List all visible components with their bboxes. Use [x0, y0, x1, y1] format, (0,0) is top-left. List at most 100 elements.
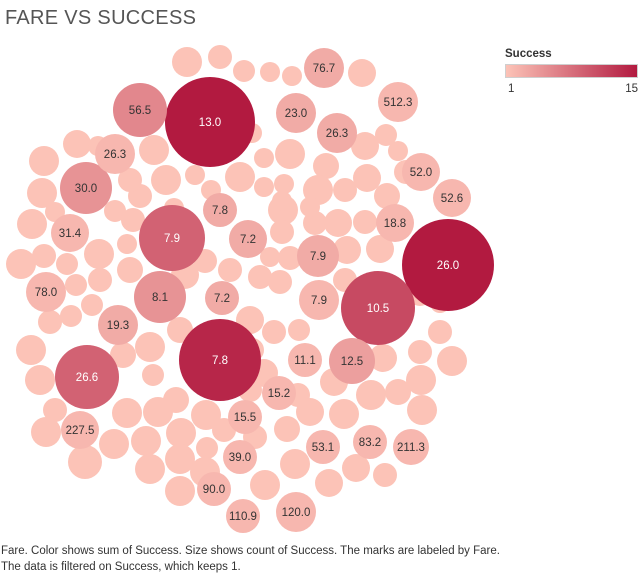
bubble-unlabeled: [81, 294, 103, 316]
bubble-label: 52.6: [441, 193, 463, 205]
bubble-unlabeled: [166, 418, 196, 448]
bubble-unlabeled: [29, 146, 59, 176]
packed-bubble-chart: 13.0 26.0 7.8 10.5 7.9 26.6 56.5 30.0 8.1 12.5 7.9…: [6, 45, 494, 533]
bubble-label: 31.4: [59, 228, 82, 240]
bubble-label: 211.3: [397, 442, 425, 454]
bubble-unlabeled: [388, 141, 408, 161]
bubble-label: 18.8: [384, 218, 406, 230]
legend-color-ramp: [505, 64, 638, 78]
legend-min-label: 1: [508, 83, 515, 95]
bubble: [26, 272, 66, 312]
bubble-label: 83.2: [359, 437, 381, 449]
bubble-unlabeled: [135, 454, 165, 484]
chart-title: FARE VS SUCCESS: [5, 7, 197, 29]
bubble-unlabeled: [356, 380, 386, 410]
bubble-unlabeled: [63, 130, 91, 158]
bubble-unlabeled: [32, 244, 56, 268]
bubble: [61, 411, 99, 449]
bubble-label: 56.5: [129, 105, 151, 117]
bubble-unlabeled: [369, 344, 397, 372]
bubble-unlabeled: [218, 258, 242, 282]
bubble-unlabeled: [333, 236, 361, 264]
bubble-unlabeled: [303, 211, 327, 235]
bubble-unlabeled: [373, 463, 397, 487]
bubble-label: 39.0: [229, 452, 251, 464]
bubble-unlabeled: [385, 379, 411, 405]
bubble-unlabeled: [17, 209, 47, 239]
bubble-unlabeled: [165, 476, 195, 506]
bubble-unlabeled: [56, 253, 78, 275]
bubble-unlabeled: [272, 191, 292, 211]
bubble-unlabeled: [99, 429, 129, 459]
bubble-unlabeled: [274, 174, 294, 194]
bubble-unlabeled: [366, 235, 394, 263]
bubble-unlabeled: [143, 397, 173, 427]
bubble-unlabeled: [270, 220, 294, 244]
bubble-unlabeled: [250, 470, 280, 500]
bubble-label: 110.9: [229, 511, 257, 523]
bubble: [197, 472, 231, 506]
bubble-unlabeled: [16, 335, 46, 365]
bubble-unlabeled: [348, 59, 376, 87]
bubble-unlabeled: [191, 400, 221, 430]
bubble-unlabeled: [131, 426, 161, 456]
bubble-unlabeled: [31, 417, 61, 447]
bubble: [276, 93, 316, 133]
bubble-label: 76.7: [313, 63, 335, 75]
bubble-unlabeled: [117, 234, 137, 254]
bubble: [205, 281, 239, 315]
bubble-label: 7.9: [310, 251, 326, 263]
bubble-label: 7.2: [240, 234, 256, 246]
bubble: [378, 82, 418, 122]
bubble: [402, 153, 440, 191]
bubble-unlabeled: [408, 340, 432, 364]
bubble: [304, 48, 344, 88]
bubble-unlabeled: [104, 200, 126, 222]
bubble-unlabeled: [262, 320, 286, 344]
bubble-unlabeled: [268, 270, 292, 294]
bubble: [60, 162, 112, 214]
bubble-label: 26.6: [76, 372, 98, 384]
bubble-label: 90.0: [203, 484, 225, 496]
bubble-unlabeled: [254, 177, 274, 197]
bubble-label: 7.8: [212, 355, 228, 367]
bubble-label: 26.3: [104, 149, 126, 161]
bubble-label: 11.1: [294, 355, 316, 367]
bubble-unlabeled: [135, 332, 165, 362]
bubble-unlabeled: [313, 153, 339, 179]
legend-title: Success: [505, 48, 552, 60]
bubble-unlabeled: [165, 444, 195, 474]
bubble-label: 23.0: [285, 108, 307, 120]
bubble-unlabeled: [185, 165, 205, 185]
bubble: [353, 425, 387, 459]
bubble-label: 7.9: [164, 233, 180, 245]
bubble: [393, 429, 429, 465]
bubble-unlabeled: [38, 310, 62, 334]
bubble: [433, 179, 471, 217]
bubble: [299, 280, 339, 320]
bubble-unlabeled: [110, 342, 136, 368]
bubble-label: 53.1: [312, 442, 334, 454]
bubble-unlabeled: [88, 268, 112, 292]
bubble-unlabeled: [6, 249, 36, 279]
bubble-label: 7.9: [311, 295, 327, 307]
bubble-label: 26.0: [437, 260, 459, 272]
bubble-unlabeled: [233, 60, 255, 82]
bubble-unlabeled: [437, 346, 467, 376]
bubble-label: 8.1: [152, 292, 168, 304]
bubble-unlabeled: [142, 364, 164, 386]
bubble: [203, 193, 237, 227]
bubble: [134, 271, 186, 323]
bubble: [226, 499, 260, 533]
bubble: [341, 271, 415, 345]
bubble: [229, 220, 267, 258]
bubble-unlabeled: [374, 183, 400, 209]
bubble-unlabeled: [407, 395, 437, 425]
bubble: [317, 113, 357, 153]
bubble-label: 30.0: [75, 183, 97, 195]
bubble-label: 19.3: [107, 320, 129, 332]
bubble: [165, 77, 255, 167]
bubble-unlabeled: [84, 239, 114, 269]
bubble-unlabeled: [27, 178, 57, 208]
bubble: [228, 400, 262, 434]
